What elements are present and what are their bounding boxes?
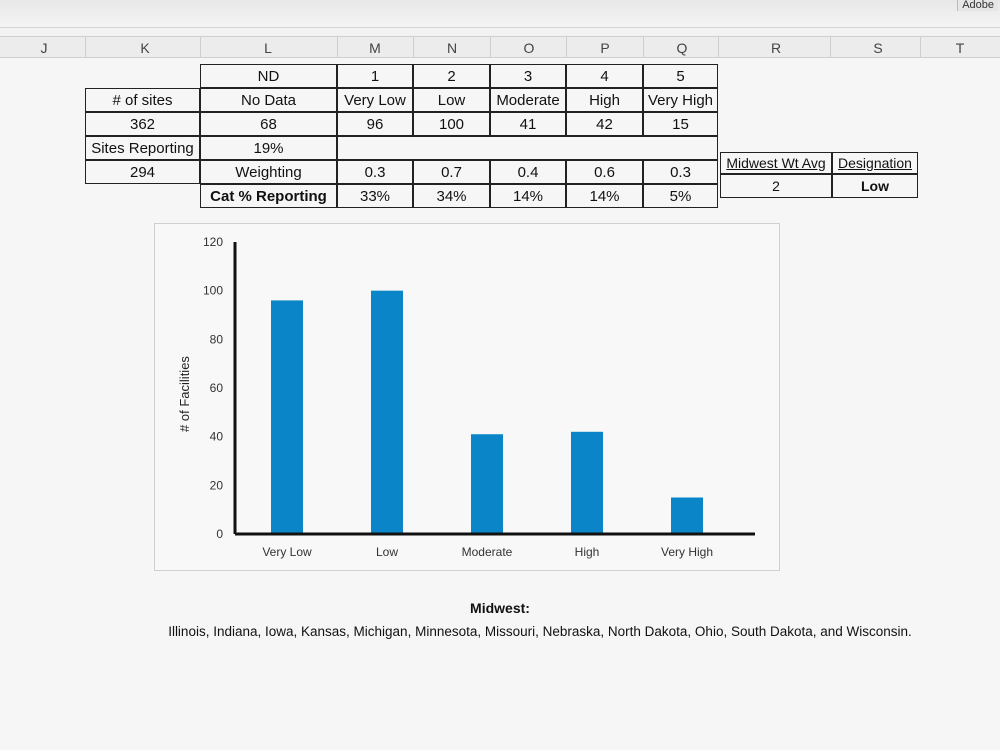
cell-weighting-label[interactable]: Weighting <box>200 160 337 184</box>
cell-cat-pct-label[interactable]: Cat % Reporting <box>200 184 337 208</box>
cell-wt-avg-label[interactable]: Midwest Wt Avg <box>720 152 832 174</box>
cell-high-label[interactable]: High <box>566 88 643 112</box>
cell-level-2[interactable]: 2 <box>413 64 490 88</box>
cell-cat-pct-moderate[interactable]: 14% <box>490 184 566 208</box>
x-tick-label: High <box>575 545 600 559</box>
column-header-r[interactable]: R <box>770 40 782 56</box>
column-separator <box>643 37 644 59</box>
y-tick-label: 80 <box>210 332 224 346</box>
cell-sites-value[interactable]: 362 <box>85 112 200 136</box>
cell-wt-avg-value[interactable]: 2 <box>720 174 832 198</box>
column-header-n[interactable]: N <box>446 40 458 56</box>
bar-very-low[interactable] <box>271 300 303 534</box>
cell-designation-label[interactable]: Designation <box>832 152 918 174</box>
column-header-l[interactable]: L <box>264 40 272 56</box>
cell-nd-level[interactable]: ND <box>200 64 337 88</box>
column-separator <box>413 37 414 59</box>
cell-reporting-label[interactable]: Sites Reporting <box>85 136 200 160</box>
column-header-j[interactable]: J <box>40 40 48 56</box>
cell-weight-verylow[interactable]: 0.3 <box>337 160 413 184</box>
cell-level-5[interactable]: 5 <box>643 64 718 88</box>
region-states: Illinois, Indiana, Iowa, Kansas, Michiga… <box>168 624 912 639</box>
bar-chart[interactable]: # of Facilities 0 20 40 60 80 100 120 Very Low… <box>154 223 780 571</box>
cell-level-1[interactable]: 1 <box>337 64 413 88</box>
column-header-k[interactable]: K <box>140 40 150 56</box>
cell-low-label[interactable]: Low <box>413 88 490 112</box>
bar-high[interactable] <box>571 431 603 534</box>
cell-moderate-count[interactable]: 41 <box>490 112 566 136</box>
x-tick-label: Low <box>376 545 398 559</box>
cell-cat-pct-verylow[interactable]: 33% <box>337 184 413 208</box>
cell-cat-pct-low[interactable]: 34% <box>413 184 490 208</box>
ribbon-strip: Adobe <box>0 0 1000 28</box>
column-separator <box>566 37 567 59</box>
bar-moderate[interactable] <box>471 434 503 534</box>
y-tick-label: 100 <box>203 284 223 298</box>
y-tick-label: 60 <box>210 381 224 395</box>
cell-designation-value[interactable]: Low <box>832 174 918 198</box>
y-axis-label: # of Facilities <box>177 356 192 432</box>
column-header-q[interactable]: Q <box>676 40 688 56</box>
cell-cat-pct-veryhigh[interactable]: 5% <box>643 184 718 208</box>
cell-level-4[interactable]: 4 <box>566 64 643 88</box>
y-tick-label: 40 <box>210 430 224 444</box>
cell-veryhigh-count[interactable]: 15 <box>643 112 718 136</box>
cell-weight-moderate[interactable]: 0.4 <box>490 160 566 184</box>
x-tick-label: Very High <box>661 545 713 559</box>
column-header-row: J K L M N O P Q R S T <box>0 36 1000 59</box>
cell-low-count[interactable]: 100 <box>413 112 490 136</box>
cell-nodata-label[interactable]: No Data <box>200 88 337 112</box>
cell-veryhigh-label[interactable]: Very High <box>643 88 718 112</box>
y-tick-label: 20 <box>210 478 224 492</box>
column-separator <box>200 37 201 59</box>
cell-level-3[interactable]: 3 <box>490 64 566 88</box>
x-tick-label: Moderate <box>462 545 513 559</box>
x-tick-label: Very Low <box>262 545 312 559</box>
column-separator <box>337 37 338 59</box>
column-header-m[interactable]: M <box>369 40 381 56</box>
cell-sites-label[interactable]: # of sites <box>85 88 200 112</box>
cell-moderate-label[interactable]: Moderate <box>490 88 566 112</box>
cell-reporting-value[interactable]: 294 <box>85 160 200 184</box>
column-separator <box>830 37 831 59</box>
region-title: Midwest: <box>470 600 530 616</box>
cell-verylow-label[interactable]: Very Low <box>337 88 413 112</box>
cell-verylow-count[interactable]: 96 <box>337 112 413 136</box>
column-header-s[interactable]: S <box>873 40 883 56</box>
column-separator <box>490 37 491 59</box>
cell-weight-low[interactable]: 0.7 <box>413 160 490 184</box>
column-separator <box>920 37 921 59</box>
column-separator <box>85 37 86 59</box>
column-header-p[interactable]: P <box>600 40 610 56</box>
bar-chart-svg: # of Facilities 0 20 40 60 80 100 120 Very Low… <box>177 235 755 559</box>
cell-cat-pct-high[interactable]: 14% <box>566 184 643 208</box>
cell-high-count[interactable]: 42 <box>566 112 643 136</box>
column-separator <box>718 37 719 59</box>
bar-very-high[interactable] <box>671 497 703 535</box>
cell-blank-row[interactable] <box>337 136 718 160</box>
column-header-t[interactable]: T <box>955 40 965 56</box>
bar-low[interactable] <box>371 290 403 534</box>
cell-nodata-count[interactable]: 68 <box>200 112 337 136</box>
column-header-o[interactable]: O <box>523 40 535 56</box>
y-tick-label: 0 <box>216 527 223 541</box>
cell-weight-high[interactable]: 0.6 <box>566 160 643 184</box>
cell-weight-veryhigh[interactable]: 0.3 <box>643 160 718 184</box>
y-tick-label: 120 <box>203 235 223 249</box>
adobe-tab[interactable]: Adobe <box>957 0 998 11</box>
cell-nd-percent[interactable]: 19% <box>200 136 337 160</box>
